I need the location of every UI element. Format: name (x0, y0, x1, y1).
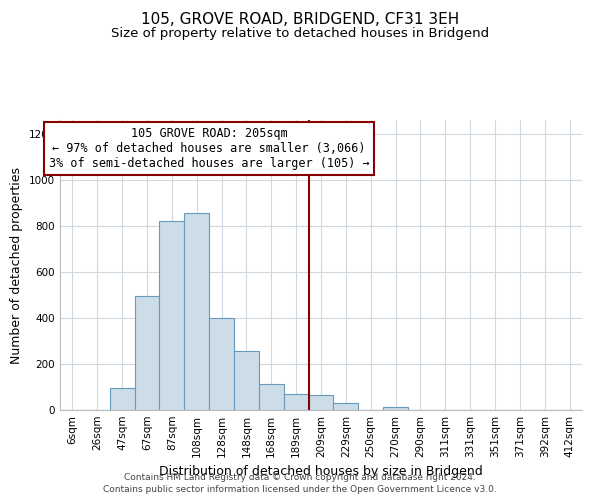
Text: 105 GROVE ROAD: 205sqm
← 97% of detached houses are smaller (3,066)
3% of semi-d: 105 GROVE ROAD: 205sqm ← 97% of detached… (49, 127, 370, 170)
Bar (184, 213, 209, 410)
Bar (110, 388, 134, 410)
Text: Size of property relative to detached houses in Bridgend: Size of property relative to detached ho… (111, 28, 489, 40)
Bar (383, 406, 408, 410)
Bar (259, 384, 284, 410)
Y-axis label: Number of detached properties: Number of detached properties (10, 166, 23, 364)
Bar (234, 352, 259, 410)
Text: 105, GROVE ROAD, BRIDGEND, CF31 3EH: 105, GROVE ROAD, BRIDGEND, CF31 3EH (141, 12, 459, 28)
Bar (334, 402, 358, 410)
Text: Contains public sector information licensed under the Open Government Licence v3: Contains public sector information licen… (103, 486, 497, 494)
Bar (134, 296, 160, 410)
Bar (308, 395, 334, 410)
Bar (160, 222, 184, 410)
Bar (209, 318, 234, 410)
X-axis label: Distribution of detached houses by size in Bridgend: Distribution of detached houses by size … (159, 466, 483, 478)
Text: Contains HM Land Registry data © Crown copyright and database right 2024.: Contains HM Land Registry data © Crown c… (124, 473, 476, 482)
Bar (284, 394, 308, 410)
